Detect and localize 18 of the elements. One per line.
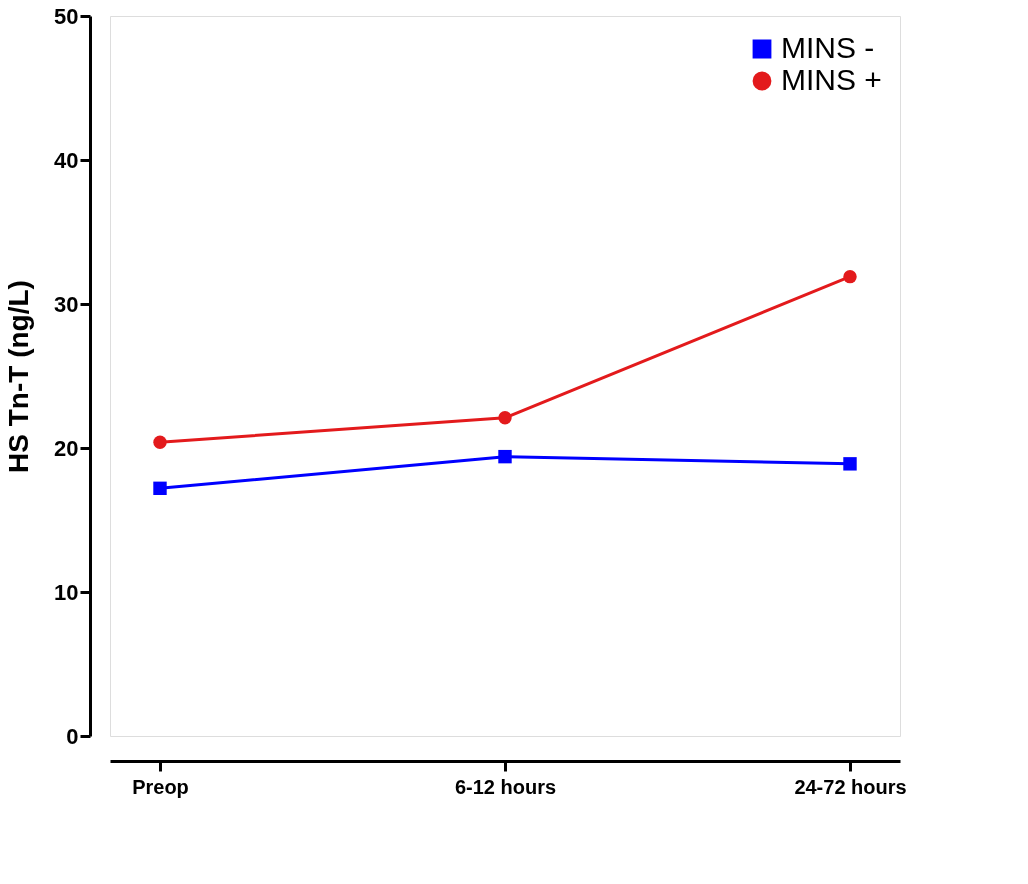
x-tick-label: 6-12 hours [454, 775, 557, 798]
y-tick-label: 50 [54, 3, 79, 29]
legend-label: MINS + [781, 63, 882, 96]
point [843, 457, 857, 471]
point [153, 435, 167, 449]
point [843, 269, 857, 284]
point [498, 411, 512, 425]
y-tick-label: 40 [54, 147, 79, 173]
point [153, 481, 167, 496]
y-tick-label: 30 [54, 291, 79, 317]
y-axis-title: HS Tn-T (ng/L) [3, 280, 35, 473]
x-tick-label: 24-72 hours [794, 775, 907, 798]
y-tick-label: 20 [54, 435, 79, 461]
x-tick-label: Preop [132, 775, 189, 798]
y-tick-label: 0 [66, 723, 79, 749]
y-tick-label: 10 [54, 579, 79, 605]
point [498, 449, 512, 464]
legend-label: MINS - [781, 31, 875, 64]
